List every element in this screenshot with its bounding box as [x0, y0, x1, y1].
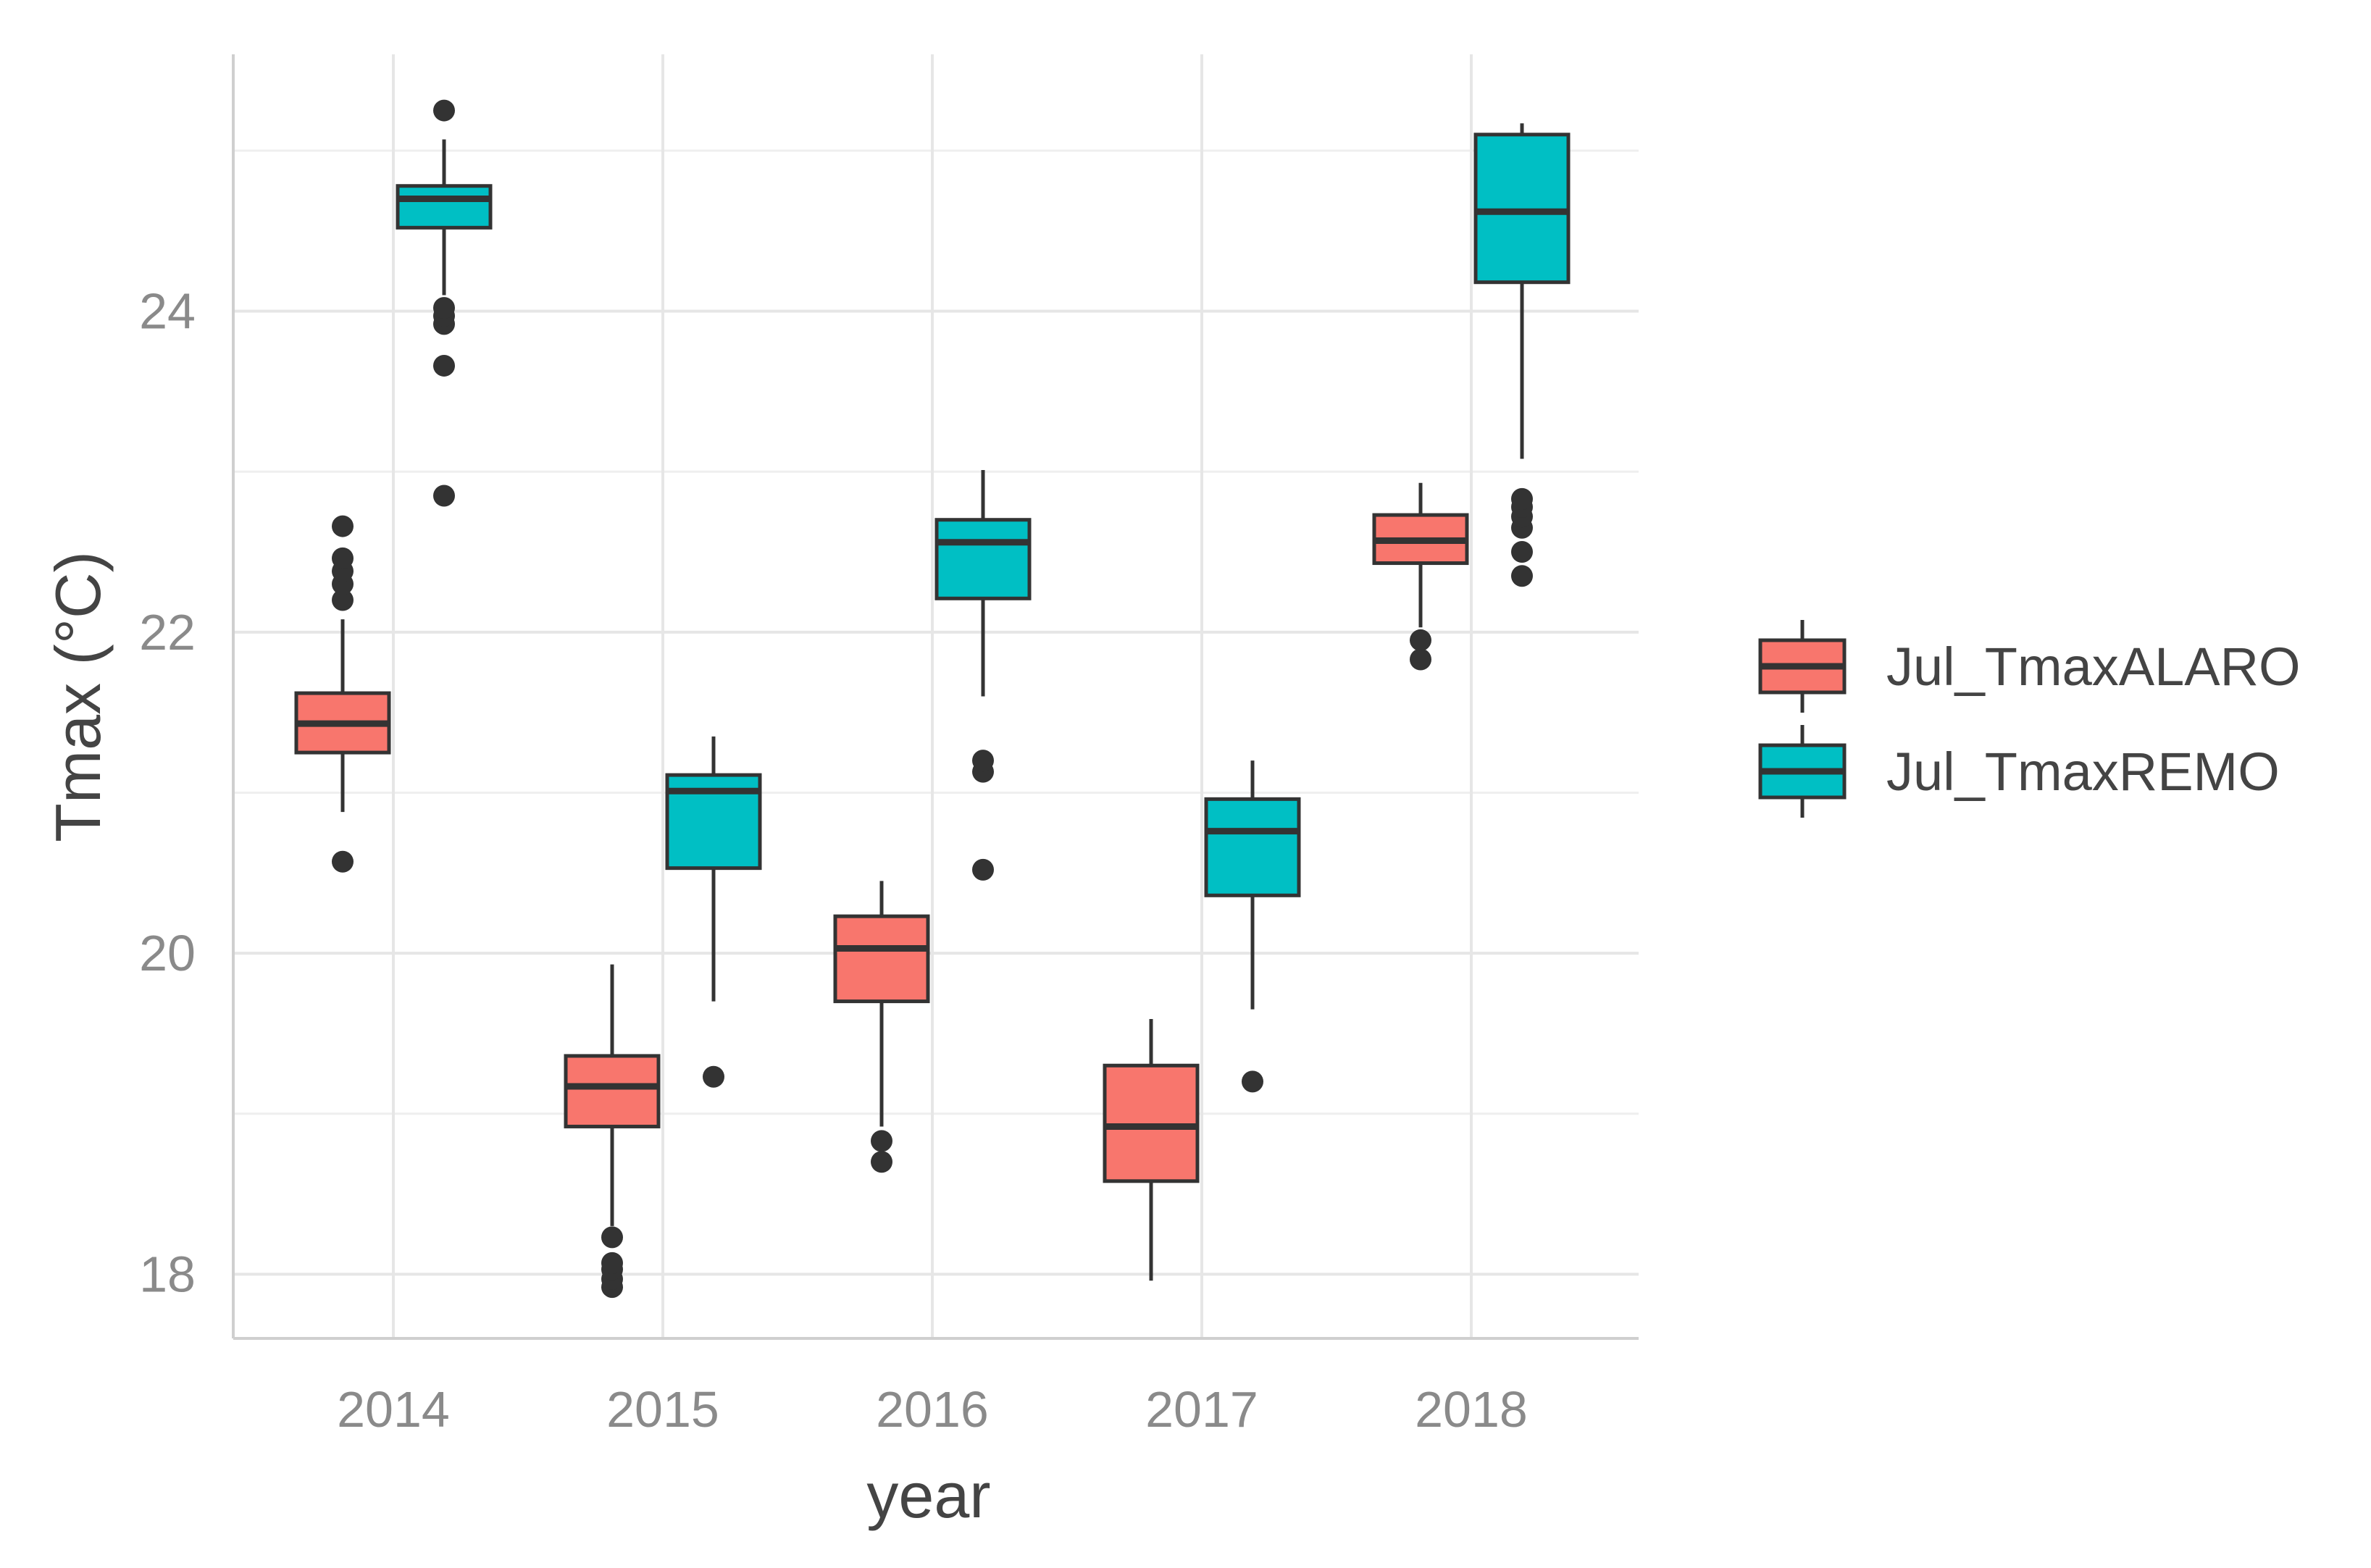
- legend-label: Jul_TmaxALARO: [1886, 637, 2301, 697]
- box-Jul_TmaxALARO-2018: [1372, 482, 1469, 671]
- outlier-point: [1511, 487, 1533, 510]
- box-Jul_TmaxREMO-2015: [665, 736, 762, 1088]
- outlier-point: [433, 297, 455, 319]
- legend-item-Jul_TmaxREMO: Jul_TmaxREMO: [1758, 725, 2280, 818]
- box-Jul_TmaxREMO-2016: [934, 470, 1032, 881]
- box-Jul_TmaxREMO-2018: [1473, 123, 1571, 587]
- legend: Jul_TmaxALARO Jul_TmaxREMO: [1758, 620, 2301, 818]
- x-tick-label: 2014: [337, 1381, 450, 1438]
- outlier-point: [332, 589, 354, 611]
- outlier-point: [601, 1226, 623, 1249]
- outlier-point: [332, 547, 354, 569]
- box-Jul_TmaxALARO-2014: [294, 515, 391, 873]
- box-iqr: [1204, 797, 1301, 897]
- outlier-point: [332, 515, 354, 537]
- outlier-point: [332, 850, 354, 873]
- box-Jul_TmaxREMO-2017: [1204, 760, 1301, 1093]
- y-axis-title: Tmax (°C): [42, 551, 114, 842]
- x-axis-title: year: [866, 1459, 990, 1531]
- grid-lines: [233, 54, 1639, 1338]
- x-tick-label: 2015: [606, 1381, 719, 1438]
- outlier-point: [1410, 648, 1431, 671]
- outlier-point: [1410, 629, 1431, 651]
- x-axis-ticks: 2014 2015 2016 2017 2018: [337, 1381, 1528, 1438]
- y-tick-label: 20: [139, 925, 196, 981]
- box-iqr: [396, 184, 493, 230]
- box-iqr: [833, 914, 930, 1004]
- box-Jul_TmaxALARO-2017: [1103, 1018, 1200, 1281]
- outlier-point: [703, 1065, 724, 1088]
- outlier-point: [601, 1252, 623, 1274]
- x-tick-label: 2017: [1145, 1381, 1258, 1438]
- y-tick-label: 22: [139, 604, 196, 661]
- y-tick-label: 18: [139, 1246, 196, 1302]
- outlier-point: [1242, 1070, 1263, 1093]
- x-tick-label: 2018: [1415, 1381, 1528, 1438]
- y-axis-ticks: 18 20 22 24: [139, 283, 196, 1303]
- outlier-point: [972, 858, 994, 881]
- outlier-point: [972, 750, 994, 772]
- outlier-point: [433, 485, 455, 507]
- x-tick-label: 2016: [876, 1381, 989, 1438]
- y-tick-label: 24: [139, 283, 196, 340]
- box-iqr: [934, 518, 1032, 600]
- box-Jul_TmaxALARO-2015: [564, 964, 661, 1299]
- legend-label: Jul_TmaxREMO: [1886, 742, 2280, 802]
- outlier-point: [1511, 565, 1533, 587]
- outlier-point: [871, 1130, 892, 1152]
- box-Jul_TmaxREMO-2014: [396, 99, 493, 507]
- outlier-point: [433, 99, 455, 122]
- box-Jul_TmaxALARO-2016: [833, 881, 930, 1173]
- legend-item-Jul_TmaxALARO: Jul_TmaxALARO: [1758, 620, 2301, 713]
- box-series: [294, 99, 1571, 1299]
- box-iqr: [564, 1054, 661, 1128]
- outlier-point: [871, 1151, 892, 1173]
- outlier-point: [1511, 541, 1533, 563]
- outlier-point: [433, 354, 455, 377]
